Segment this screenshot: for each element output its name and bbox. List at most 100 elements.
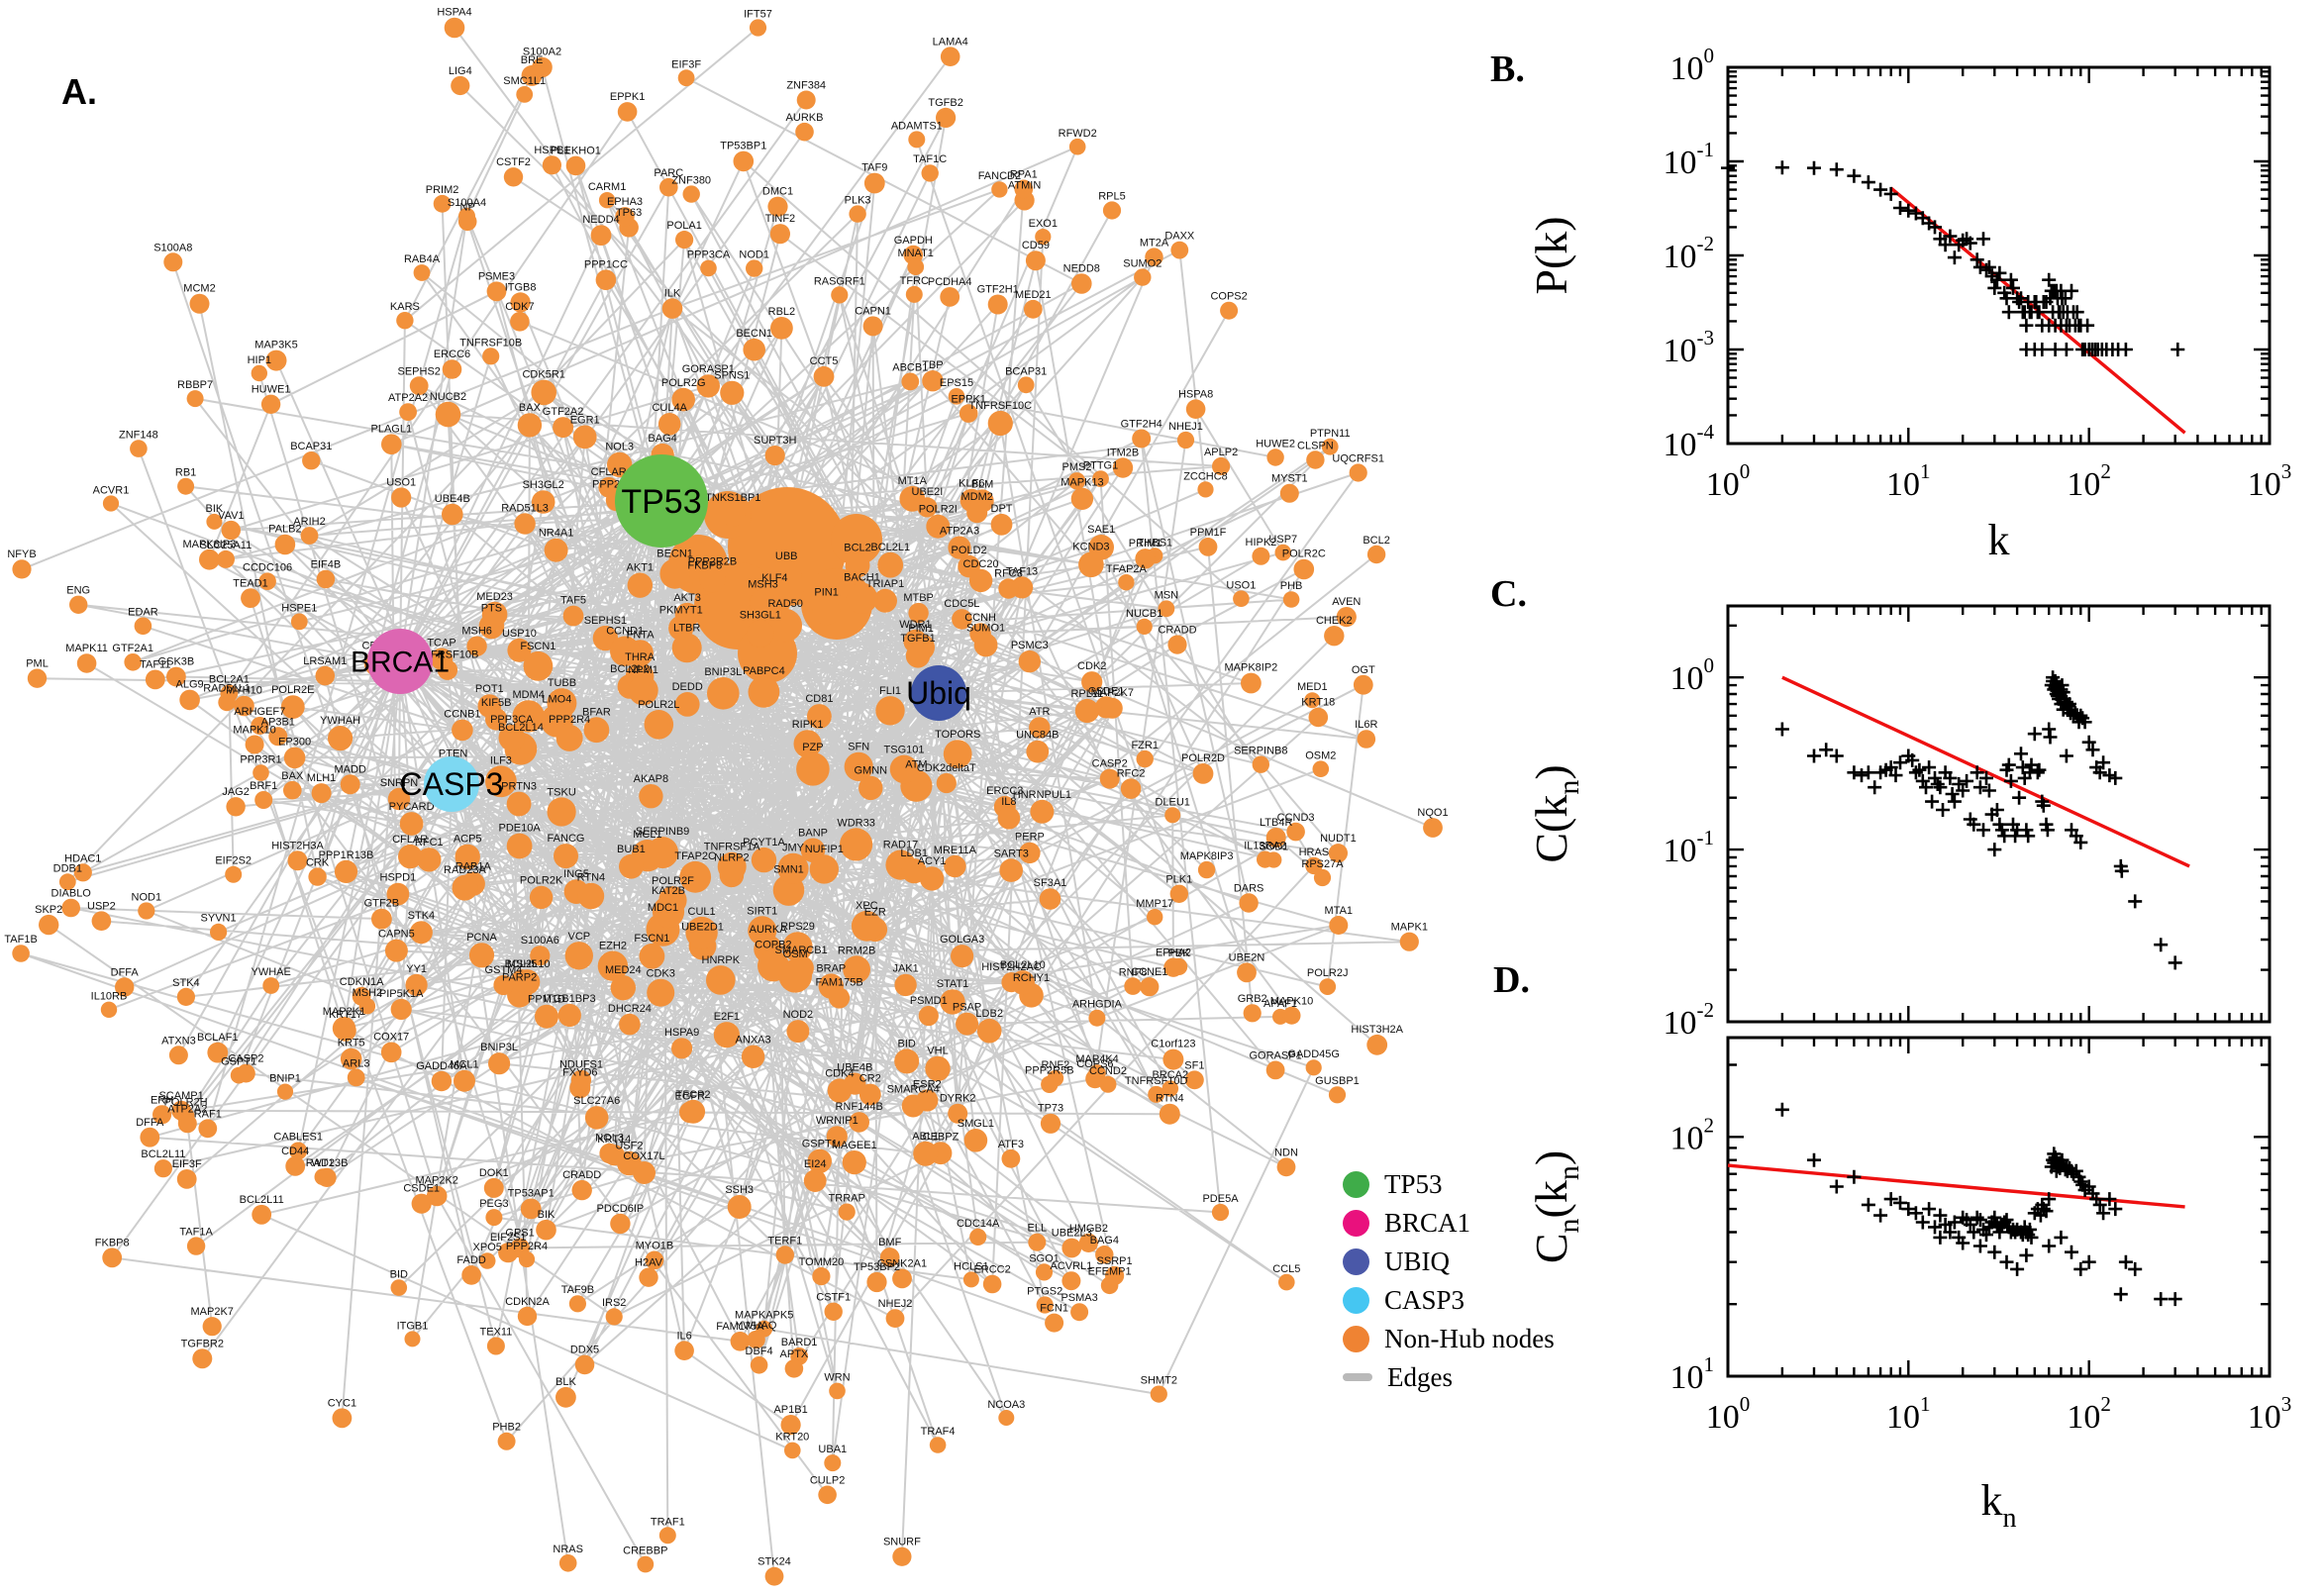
- gene-label: RB1: [175, 467, 196, 479]
- gene-label: RAB4A: [404, 253, 441, 265]
- gene-node: [748, 916, 777, 946]
- gene-node: [1304, 692, 1321, 709]
- gene-node: [807, 1148, 832, 1174]
- gene-node: [217, 549, 235, 568]
- gene-label: PPP2R4: [549, 714, 590, 726]
- gene-label: MDC1: [648, 902, 678, 914]
- gene-node: [477, 694, 502, 718]
- gene-node: [254, 791, 273, 809]
- gene-label: TEAD1: [233, 577, 267, 589]
- gene-node: [1321, 438, 1339, 455]
- gene-label: SIRT1: [747, 905, 777, 917]
- gene-label: TFAP2C: [674, 850, 716, 862]
- gene-label: IFT57: [744, 8, 772, 20]
- gene-node: [824, 1302, 843, 1322]
- gene-label: C1orf123: [1151, 1039, 1195, 1050]
- gene-label: MAP2K1: [323, 1006, 365, 1018]
- gene-node: [1313, 868, 1332, 887]
- gene-node: [940, 47, 960, 66]
- tick-label: 101: [1886, 459, 1931, 503]
- gene-label: KAT2B: [652, 885, 685, 897]
- gene-label: MED24: [605, 964, 642, 976]
- gene-node: [328, 726, 354, 751]
- gene-label: CFLAR: [591, 466, 627, 478]
- gene-label: TCAP: [427, 638, 455, 649]
- gene-node: [777, 852, 809, 884]
- legend-label: UBIQ: [1384, 1246, 1450, 1276]
- gene-node: [1099, 1075, 1117, 1093]
- gene-node: [952, 609, 972, 630]
- gene-label: RBL2: [768, 306, 796, 318]
- gene-label: USP2: [87, 900, 116, 912]
- gene-node: [922, 370, 944, 392]
- gene-label: CCND1: [606, 626, 644, 638]
- gene-label: PKMYT1: [659, 605, 703, 617]
- gene-label: MSH5: [507, 958, 538, 970]
- gene-node: [990, 513, 1013, 536]
- gene-label: GMNN: [854, 765, 887, 777]
- gene-label: TUBB: [548, 677, 576, 689]
- gene-node: [268, 727, 288, 747]
- gene-label: MYH10: [226, 685, 262, 697]
- plot-frame: [1726, 1036, 2272, 1378]
- gene-label: MAPK10: [1270, 996, 1313, 1008]
- tick-label: 100: [1669, 653, 1714, 697]
- gene-node: [226, 797, 246, 817]
- gene-label: MED1: [1297, 681, 1328, 693]
- gene-node: [452, 874, 478, 901]
- gene-node: [1162, 1080, 1179, 1097]
- hub-label-ubiq: Ubiq: [906, 675, 971, 711]
- gene-node: [1279, 483, 1299, 503]
- gene-label: LTB4R: [1260, 817, 1292, 829]
- gene-label: USO1: [386, 476, 416, 488]
- gene-label: TAF5: [560, 595, 586, 607]
- gene-label: SERPINB8: [1234, 745, 1287, 756]
- gene-node: [431, 1070, 453, 1092]
- gene-label: PARC: [654, 167, 683, 179]
- gene-label: POLR2K: [520, 875, 563, 887]
- gene-label: TNFRSF10B: [459, 337, 522, 349]
- gene-label: ERCC3: [986, 785, 1023, 797]
- gene-node: [134, 617, 152, 636]
- gene-node: [948, 536, 971, 559]
- gene-node: [486, 1337, 505, 1355]
- gene-node: [818, 1485, 837, 1505]
- gene-label: SAE1: [1087, 524, 1115, 536]
- gene-label: NLRP2: [714, 852, 749, 864]
- gene-node: [287, 850, 308, 871]
- gene-node: [962, 1271, 979, 1288]
- gene-label: COPB2: [755, 940, 791, 951]
- gene-node: [827, 1078, 853, 1103]
- gene-label: CR2: [859, 1073, 881, 1085]
- gene-label: BMF: [878, 1237, 902, 1248]
- gene-node: [1329, 916, 1349, 935]
- gene-node: [750, 589, 776, 617]
- gene-node: [192, 1348, 213, 1369]
- gene-node: [916, 1089, 939, 1112]
- gene-label: NOD1: [132, 891, 162, 903]
- tick-label: 102: [2067, 459, 2111, 503]
- gene-label: MAPKAPK5: [735, 1310, 793, 1322]
- gene-node: [302, 451, 321, 470]
- gene-node: [858, 775, 883, 801]
- gene-label: FKBP8: [95, 1237, 130, 1248]
- gene-node: [1148, 1085, 1165, 1103]
- gene-label: MT2A: [1140, 237, 1169, 249]
- gene-node: [1243, 1004, 1262, 1023]
- gene-label: PARP2: [502, 972, 537, 984]
- gene-node: [130, 440, 148, 457]
- gene-label: WRN: [824, 1372, 850, 1384]
- tick-label: 101: [1669, 1352, 1714, 1396]
- gene-node: [334, 859, 358, 884]
- gene-label: SUMO2: [1123, 257, 1162, 269]
- gene-label: PSMC3: [1011, 640, 1049, 651]
- gene-node: [1061, 1271, 1081, 1291]
- gene-label: DARS: [1234, 882, 1264, 894]
- gene-label: AP1B1: [773, 1404, 807, 1416]
- gene-node: [91, 911, 112, 931]
- legend-label: Non-Hub nodes: [1384, 1323, 1555, 1353]
- gene-node: [936, 107, 957, 128]
- gene-label: FNTA: [627, 629, 656, 641]
- gene-label: CSDE1: [403, 1183, 440, 1195]
